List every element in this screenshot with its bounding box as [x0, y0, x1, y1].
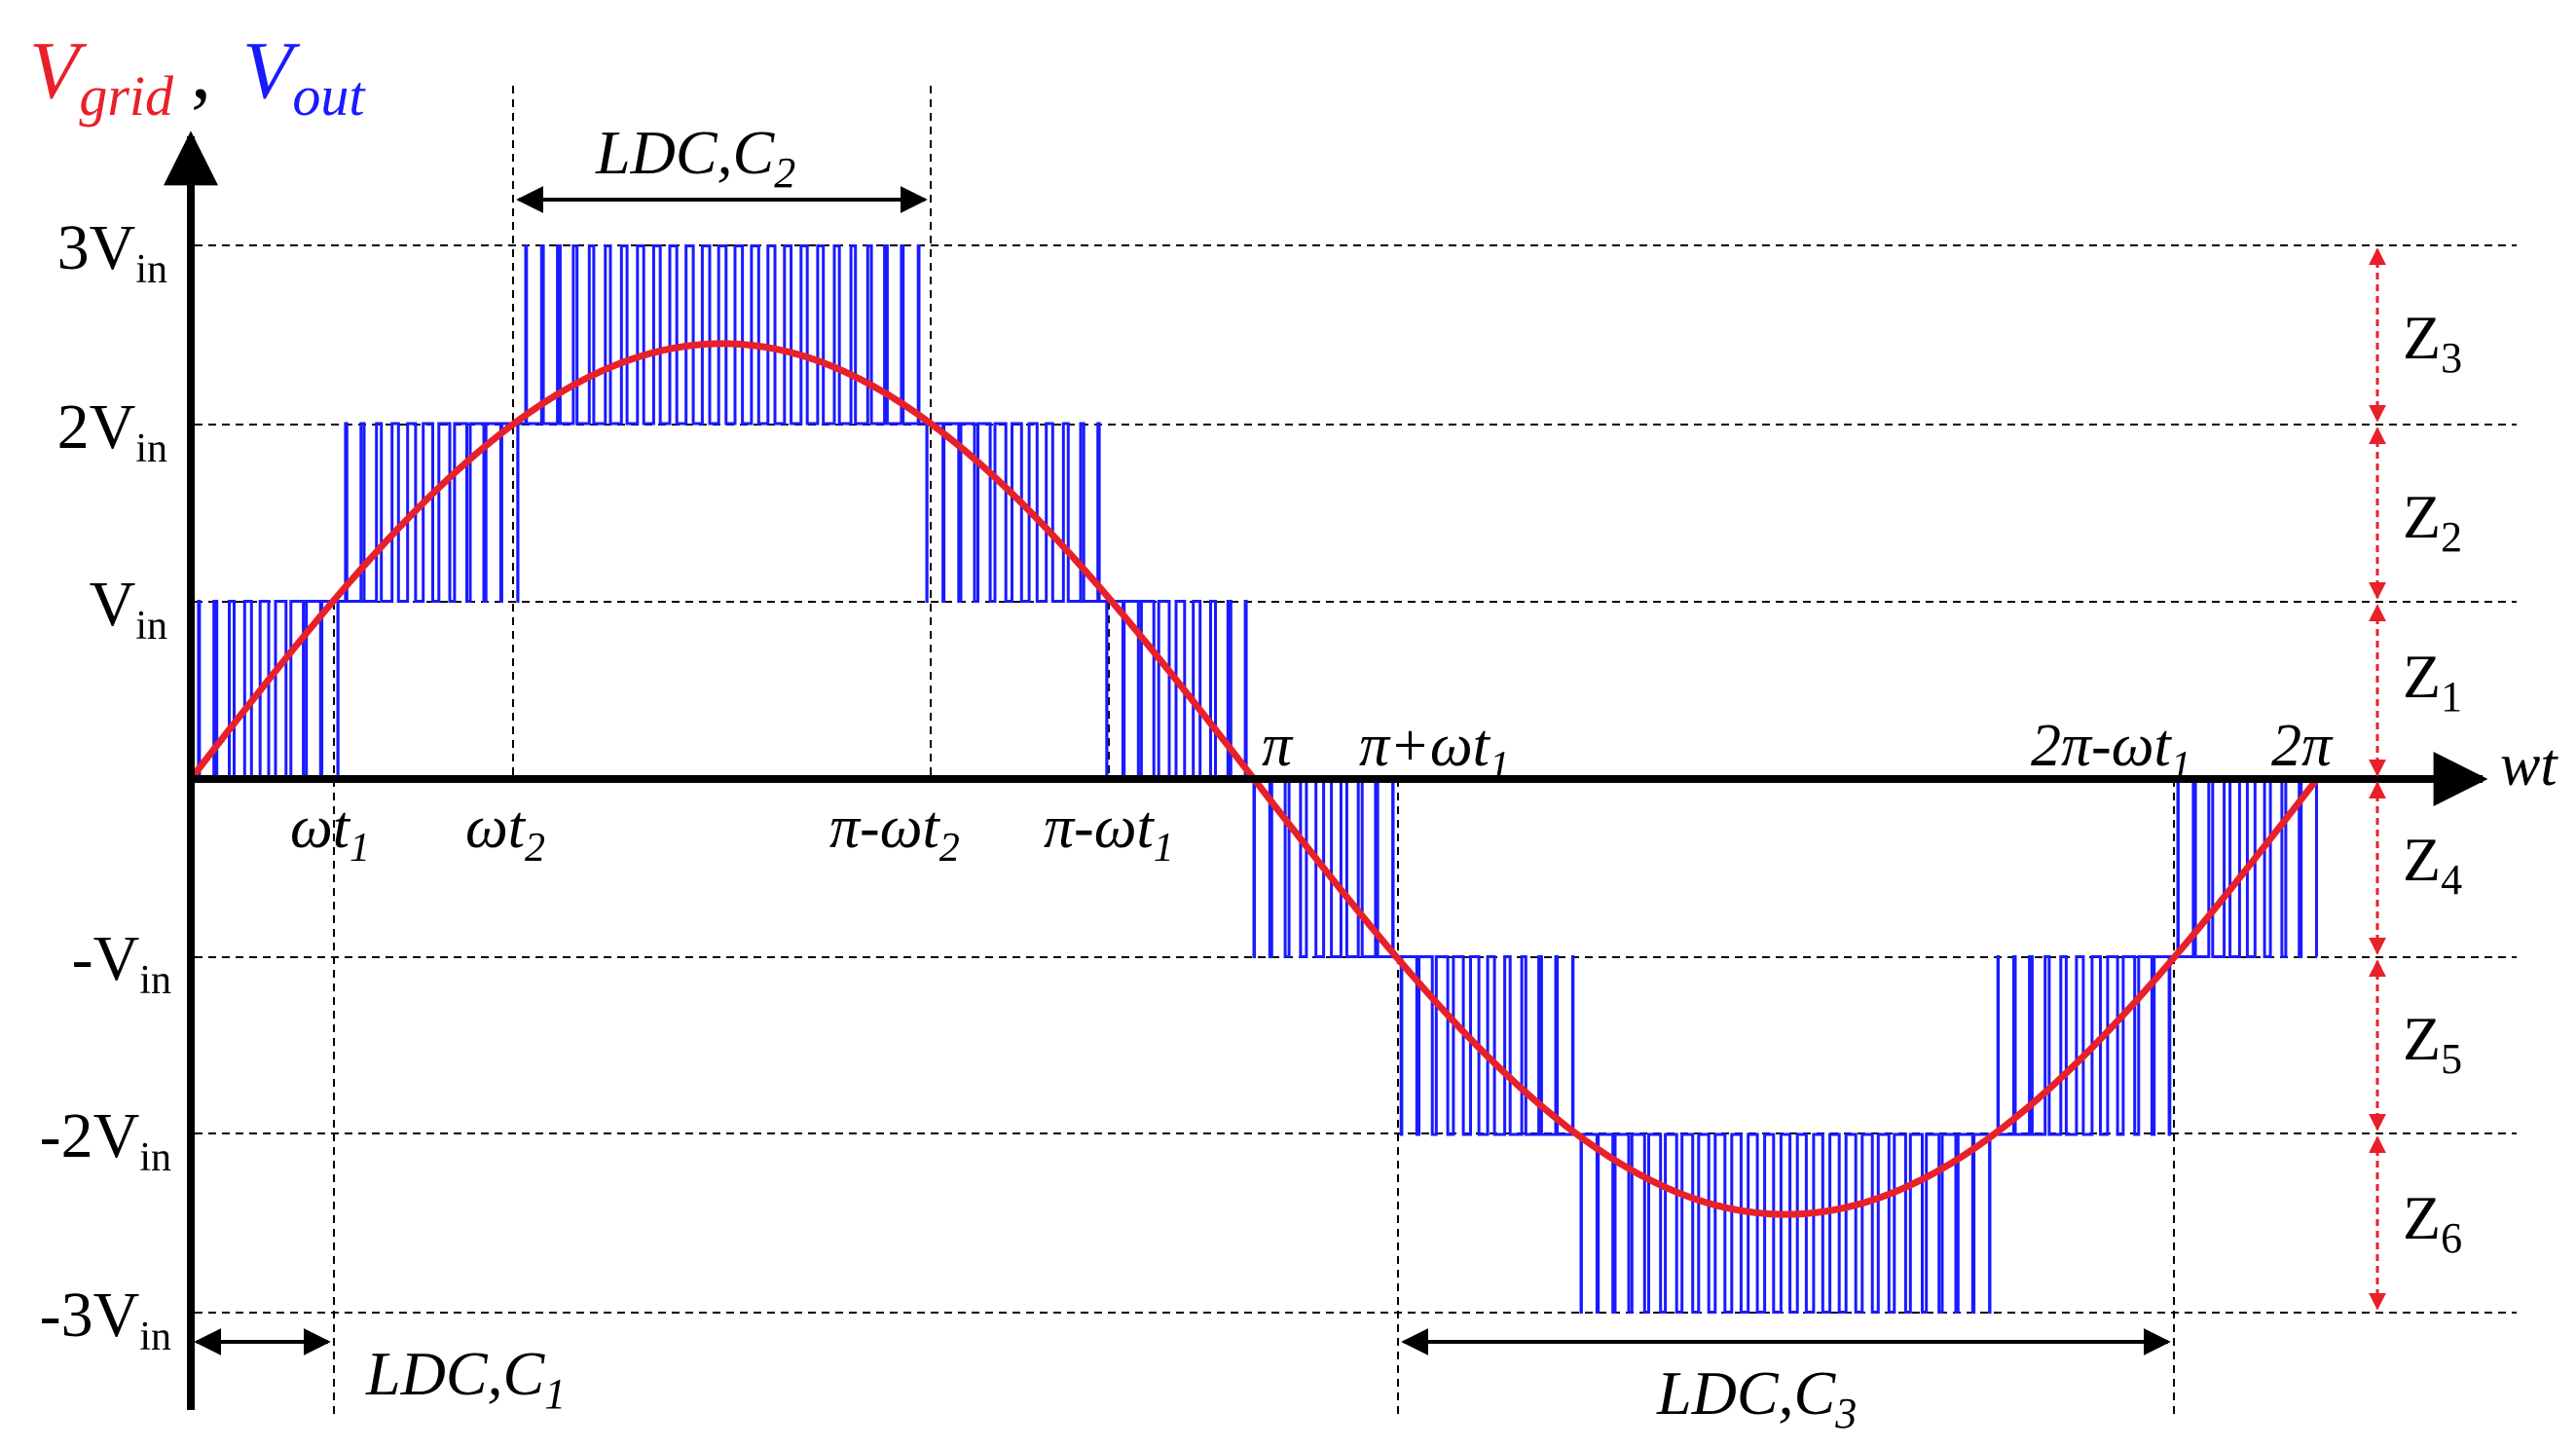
vout-pwm-waveform [191, 244, 2318, 1314]
zone-label-z2: Z2 [2403, 482, 2462, 561]
marker-wt1: ωt1 [290, 795, 370, 871]
zone-label-z4: Z4 [2403, 825, 2462, 904]
y-axis-title: Vgrid, Vout [29, 25, 366, 128]
vout-subscript: out [292, 64, 366, 128]
level-label-vin: Vin [90, 569, 167, 649]
marker-pi-wt1: π-ωt1 [1044, 795, 1174, 871]
marker-pi-plus-wt1: π+ωt1 [1359, 713, 1510, 789]
ldc-labels: LDC,C2 LDC,C1 LDC,C3 [365, 118, 1857, 1437]
marker-pi: π [1262, 713, 1294, 779]
level-label-3vin: 3Vin [57, 212, 167, 292]
level-label-neg-3vin: -3Vin [40, 1280, 171, 1359]
zone-label-z1: Z1 [2403, 642, 2462, 721]
time-marker-labels: ωt1 ωt2 π-ωt2 π-ωt1 π π+ωt1 2π-ωt1 2π [290, 713, 2334, 871]
time-gridlines [333, 86, 2175, 1417]
level-label-2vin: 2Vin [57, 391, 167, 471]
level-label-neg-2vin: -2Vin [40, 1100, 171, 1180]
marker-wt2: ωt2 [465, 795, 545, 871]
ldc-label-c3: LDC,C3 [1656, 1358, 1857, 1437]
zone-label-z6: Z6 [2403, 1183, 2462, 1262]
zone-label-z5: Z5 [2403, 1004, 2462, 1083]
marker-pi-wt2: π-ωt2 [829, 795, 960, 871]
ldc-label-c1: LDC,C1 [365, 1339, 566, 1418]
ldc-span-arrows [194, 186, 2171, 1355]
zone-labels: Z3 Z2 Z1 Z4 Z5 Z6 [2403, 303, 2462, 1262]
vgrid-label: V [29, 25, 88, 116]
x-axis-label: wt [2500, 732, 2558, 798]
level-labels: 3Vin 2Vin Vin -Vin -2Vin -3Vin [40, 212, 171, 1359]
zone-label-z3: Z3 [2403, 303, 2462, 382]
marker-2pi-minus-wt1: 2π-ωt1 [2031, 713, 2191, 789]
pwm-pulse-train [191, 244, 2318, 1314]
vout-label: V [242, 25, 301, 116]
level-label-neg-vin: -Vin [72, 923, 171, 1003]
vgrid-subscript: grid [79, 64, 174, 128]
marker-2pi: 2π [2271, 713, 2334, 779]
title-separator: , [191, 25, 211, 116]
ldc-label-c2: LDC,C2 [595, 118, 795, 197]
